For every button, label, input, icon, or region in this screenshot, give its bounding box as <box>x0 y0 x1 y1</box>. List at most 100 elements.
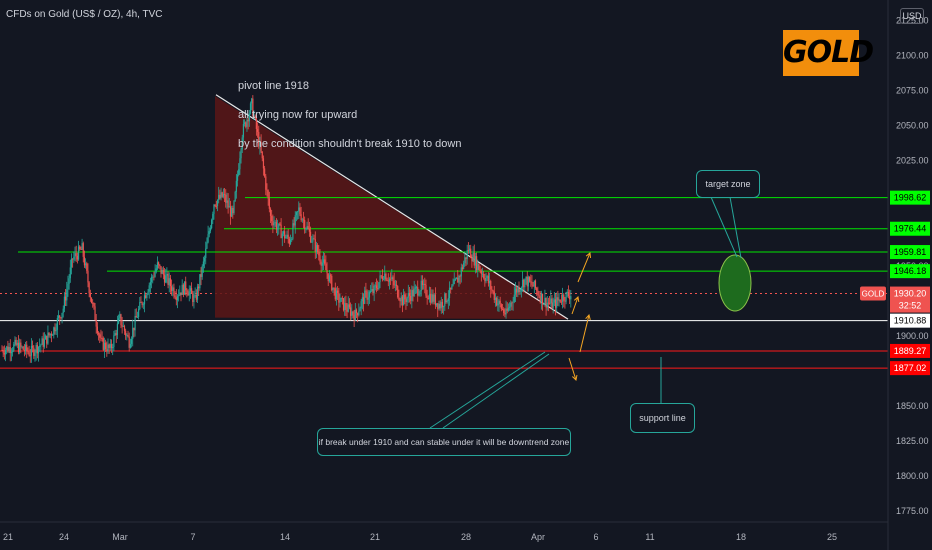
candle-body <box>477 263 479 270</box>
candle-body <box>401 296 404 306</box>
level-label-1976.44: 1976.44 <box>894 224 927 234</box>
candle-body <box>158 262 160 265</box>
candle-body <box>474 256 477 266</box>
candle-body <box>239 158 241 170</box>
candle-body <box>274 222 276 224</box>
candle-body <box>431 294 433 303</box>
y-tick-label: 2075.00 <box>896 86 929 96</box>
symbol-tag-bg <box>860 286 886 301</box>
candle-body <box>60 317 62 319</box>
x-tick-label: Apr <box>531 532 545 542</box>
candle-body <box>507 307 510 311</box>
candle-body <box>52 335 54 336</box>
candle-body <box>238 169 240 176</box>
candle-body <box>40 344 42 346</box>
candle-body <box>258 131 260 147</box>
callout-support-line[interactable]: support line <box>630 403 695 433</box>
candle-body <box>272 221 274 226</box>
candle-body <box>28 352 30 356</box>
candle-body <box>405 299 407 303</box>
candle-body <box>438 303 440 309</box>
candle-body <box>570 296 572 300</box>
candle-body <box>546 302 548 308</box>
candle-body <box>473 252 475 266</box>
candle-body <box>203 258 206 262</box>
candle-body <box>20 342 22 347</box>
candle-body <box>445 293 447 303</box>
candle-body <box>544 297 546 304</box>
candle-body <box>550 298 552 304</box>
target-zone-ellipse[interactable] <box>718 254 752 312</box>
candle-body <box>385 273 387 281</box>
candle-body <box>61 312 63 319</box>
candle-body <box>357 313 359 316</box>
direction-arrow-head <box>585 252 592 259</box>
candle-body <box>332 287 334 291</box>
candle-body <box>537 290 539 295</box>
candle-body <box>397 286 399 298</box>
candle-body <box>256 128 259 132</box>
candle-body <box>488 281 491 284</box>
candle-body <box>413 288 415 297</box>
callout-downtrend[interactable]: if break under 1910 and can stable under… <box>317 428 571 456</box>
callout-target-zone[interactable]: target zone <box>696 170 760 198</box>
candle-body <box>412 290 414 297</box>
candle-body <box>260 142 262 152</box>
candle-body <box>404 294 406 300</box>
candle-body <box>381 276 383 280</box>
candle-body <box>88 282 90 294</box>
candle-body <box>446 301 448 303</box>
candle-body <box>35 345 37 353</box>
candle-body <box>306 226 308 229</box>
candle-body <box>367 297 369 300</box>
candle-body <box>338 292 340 303</box>
candle-body <box>267 190 269 199</box>
candle-body <box>352 311 354 315</box>
candle-body <box>287 234 289 239</box>
candle-body <box>235 180 237 192</box>
candle-body <box>26 344 28 352</box>
candle-body <box>458 275 460 283</box>
candle-body <box>353 314 355 321</box>
candle-body <box>139 302 141 310</box>
candle-body <box>13 344 15 351</box>
level-label-1910.88: 1910.88 <box>894 316 927 326</box>
candle-body <box>77 246 80 260</box>
candle-body <box>281 233 283 239</box>
candle-body <box>206 242 208 249</box>
candle-body <box>165 275 167 283</box>
candle-body <box>304 220 306 230</box>
candle-body <box>553 299 555 303</box>
candle-body <box>460 267 462 277</box>
candle-body <box>394 284 396 286</box>
candle-body <box>547 302 550 304</box>
candle-body <box>346 309 348 312</box>
candle-body <box>114 333 116 336</box>
candle-body <box>513 294 515 302</box>
candle-body <box>543 303 545 305</box>
candle-body <box>92 302 94 304</box>
candle-body <box>153 276 155 278</box>
candle-body <box>135 315 137 318</box>
candle-body <box>96 326 98 334</box>
candle-body <box>138 309 140 317</box>
candle-body <box>198 286 200 289</box>
candle-body <box>556 297 558 308</box>
candle-body <box>388 278 391 282</box>
candle-body <box>327 273 329 282</box>
candle-body <box>549 303 551 304</box>
x-tick-label: 21 <box>3 532 13 542</box>
candle-body <box>324 259 326 264</box>
currency-button[interactable]: USD <box>900 8 924 24</box>
bar-countdown: 32:52 <box>899 301 922 311</box>
candle-body <box>168 278 170 285</box>
candle-body <box>519 289 521 293</box>
candle-body <box>101 338 103 339</box>
trendline[interactable] <box>215 94 569 320</box>
candle-body <box>15 339 17 346</box>
candle-body <box>120 314 122 326</box>
candle-body <box>298 207 300 212</box>
candle-body <box>126 335 128 336</box>
candle-body <box>518 286 520 293</box>
